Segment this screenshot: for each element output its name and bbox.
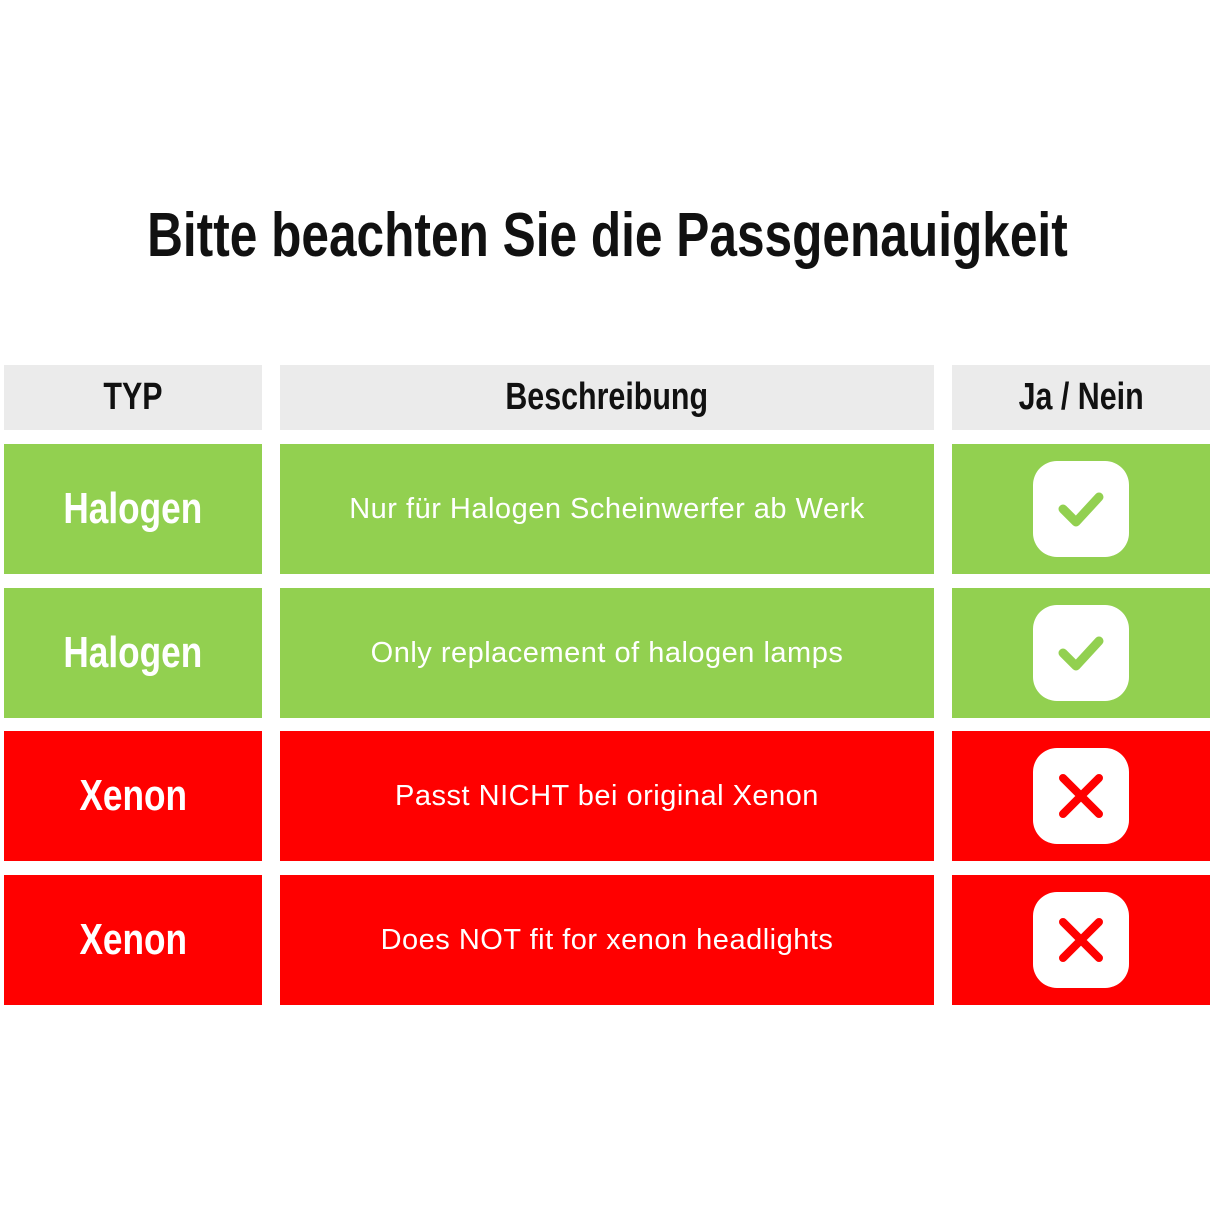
page-title: Bitte beachten Sie die Passgenauigkeit <box>146 201 1068 270</box>
header-description: Beschreibung <box>280 365 934 430</box>
table-row-type: Xenon <box>4 875 262 1005</box>
table-row-status <box>952 588 1210 718</box>
table-row-description: Nur für Halogen Scheinwerfer ab Werk <box>280 444 934 574</box>
header-type: TYP <box>4 365 262 430</box>
check-icon <box>1033 461 1129 557</box>
check-icon <box>1033 605 1129 701</box>
x-icon <box>1033 892 1129 988</box>
table-row-type: Xenon <box>4 731 262 861</box>
x-icon <box>1033 748 1129 844</box>
table-row-description: Only replacement of halogen lamps <box>280 588 934 718</box>
table-row-status <box>952 731 1210 861</box>
table-row-description: Does NOT fit for xenon headlights <box>280 875 934 1005</box>
table-row-type: Halogen <box>4 588 262 718</box>
table-row-status <box>952 444 1210 574</box>
table-row-type: Halogen <box>4 444 262 574</box>
table-row-description: Passt NICHT bei original Xenon <box>280 731 934 861</box>
header-yes-no: Ja / Nein <box>952 365 1210 430</box>
table-row-status <box>952 875 1210 1005</box>
